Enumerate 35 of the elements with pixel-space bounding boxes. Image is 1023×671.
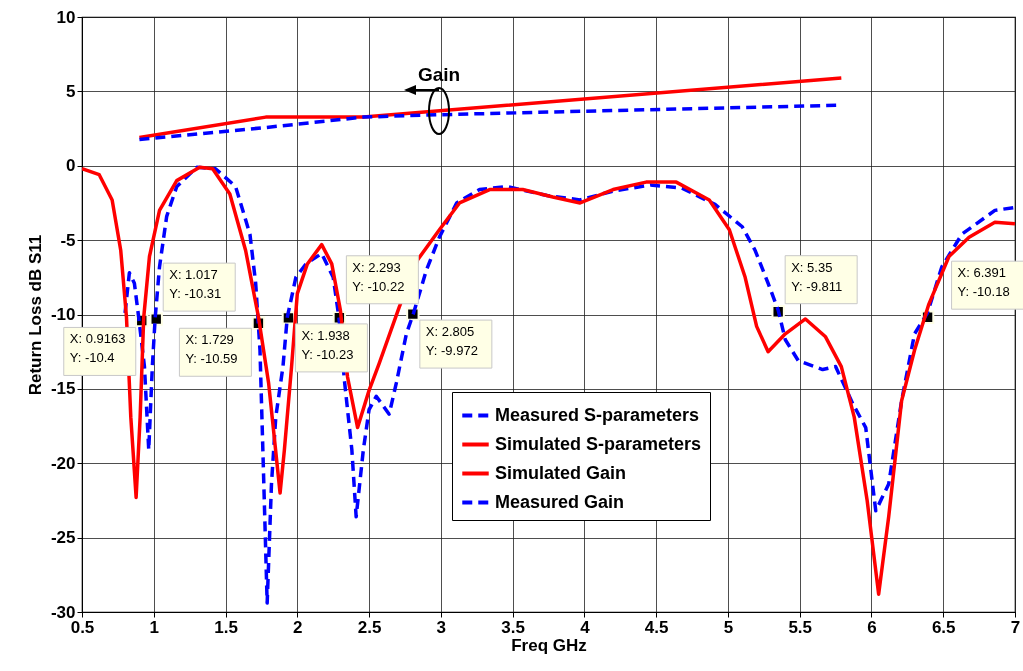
annotation: X: 2.293 Y: -10.22: [352, 259, 405, 294]
annotation: X: 1.017 Y: -10.31: [169, 267, 222, 302]
legend-label: Simulated S-parameters: [495, 433, 702, 454]
x-tick-label: 3: [436, 617, 447, 637]
x-axis-title: Freq GHz: [511, 635, 587, 655]
y-axis-title: Return Loss dB S11: [25, 234, 45, 396]
y-tick-label: 5: [66, 81, 76, 101]
annotation: X: 2.805 Y: -9.972: [425, 324, 478, 359]
legend-label: Simulated Gain: [495, 462, 627, 483]
annotation: X: 5.35 Y: -9.811: [791, 259, 843, 294]
annotation: X: 6.391 Y: -10.18: [957, 265, 1010, 300]
x-tick-label: 2: [293, 617, 303, 637]
x-tick-label: 1.5: [214, 617, 238, 637]
legend-label: Measured S-parameters: [495, 404, 700, 425]
y-tick-label: -20: [50, 453, 76, 473]
y-tick-label: -10: [50, 305, 76, 324]
x-tick-label: 1: [149, 617, 159, 637]
annotation: X: 0.9163 Y: -10.4: [69, 331, 126, 366]
x-tick-label: 7: [1010, 617, 1021, 637]
legend-label: Measured Gain: [495, 491, 625, 512]
x-tick-label: 5.5: [788, 617, 813, 637]
x-tick-label: 3.5: [501, 617, 525, 637]
x-tick-label: 5: [723, 617, 734, 637]
x-tick-label: 6: [867, 617, 877, 637]
y-tick-label: 0: [66, 156, 76, 176]
y-tick-label: -25: [50, 528, 76, 548]
annotation: X: 1.729 Y: -10.59: [185, 332, 238, 367]
annotation: X: 1.938 Y: -10.23: [301, 327, 354, 362]
x-tick-label: 4: [580, 617, 591, 637]
x-tick-label: 2.5: [357, 617, 382, 637]
y-tick-label: -15: [50, 379, 76, 399]
y-tick-label: -5: [60, 230, 76, 250]
y-tick-label: 10: [56, 7, 76, 27]
x-tick-label: 6.5: [931, 617, 956, 637]
x-tick-label: 4.5: [644, 617, 669, 637]
